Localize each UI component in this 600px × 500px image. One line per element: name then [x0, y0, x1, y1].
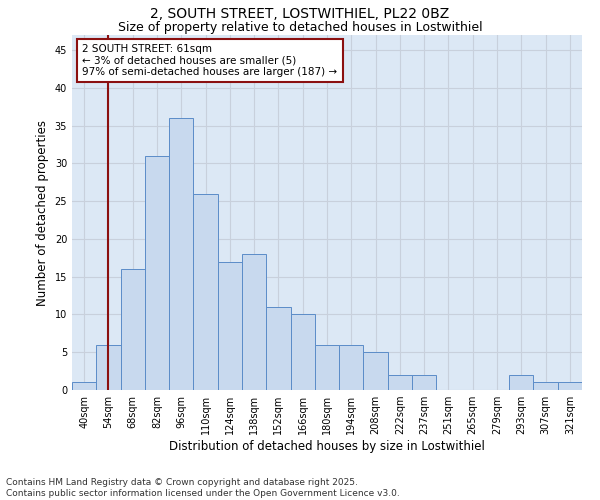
Bar: [509, 375, 533, 390]
Text: 2 SOUTH STREET: 61sqm
← 3% of detached houses are smaller (5)
97% of semi-detach: 2 SOUTH STREET: 61sqm ← 3% of detached h…: [82, 44, 337, 77]
Bar: [388, 375, 412, 390]
Text: Size of property relative to detached houses in Lostwithiel: Size of property relative to detached ho…: [118, 21, 482, 34]
Bar: [290, 314, 315, 390]
Text: 2, SOUTH STREET, LOSTWITHIEL, PL22 0BZ: 2, SOUTH STREET, LOSTWITHIEL, PL22 0BZ: [151, 8, 449, 22]
Bar: [218, 262, 242, 390]
Bar: [266, 307, 290, 390]
Bar: [169, 118, 193, 390]
X-axis label: Distribution of detached houses by size in Lostwithiel: Distribution of detached houses by size …: [169, 440, 485, 453]
Bar: [96, 344, 121, 390]
Y-axis label: Number of detached properties: Number of detached properties: [36, 120, 49, 306]
Bar: [412, 375, 436, 390]
Bar: [72, 382, 96, 390]
Bar: [145, 156, 169, 390]
Bar: [533, 382, 558, 390]
Bar: [121, 269, 145, 390]
Bar: [558, 382, 582, 390]
Bar: [193, 194, 218, 390]
Bar: [339, 344, 364, 390]
Text: Contains HM Land Registry data © Crown copyright and database right 2025.
Contai: Contains HM Land Registry data © Crown c…: [6, 478, 400, 498]
Bar: [242, 254, 266, 390]
Bar: [315, 344, 339, 390]
Bar: [364, 352, 388, 390]
